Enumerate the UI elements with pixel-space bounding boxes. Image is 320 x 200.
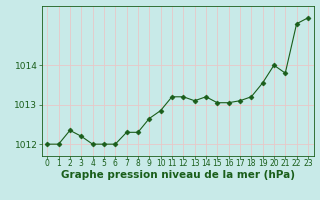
X-axis label: Graphe pression niveau de la mer (hPa): Graphe pression niveau de la mer (hPa) [60, 170, 295, 180]
